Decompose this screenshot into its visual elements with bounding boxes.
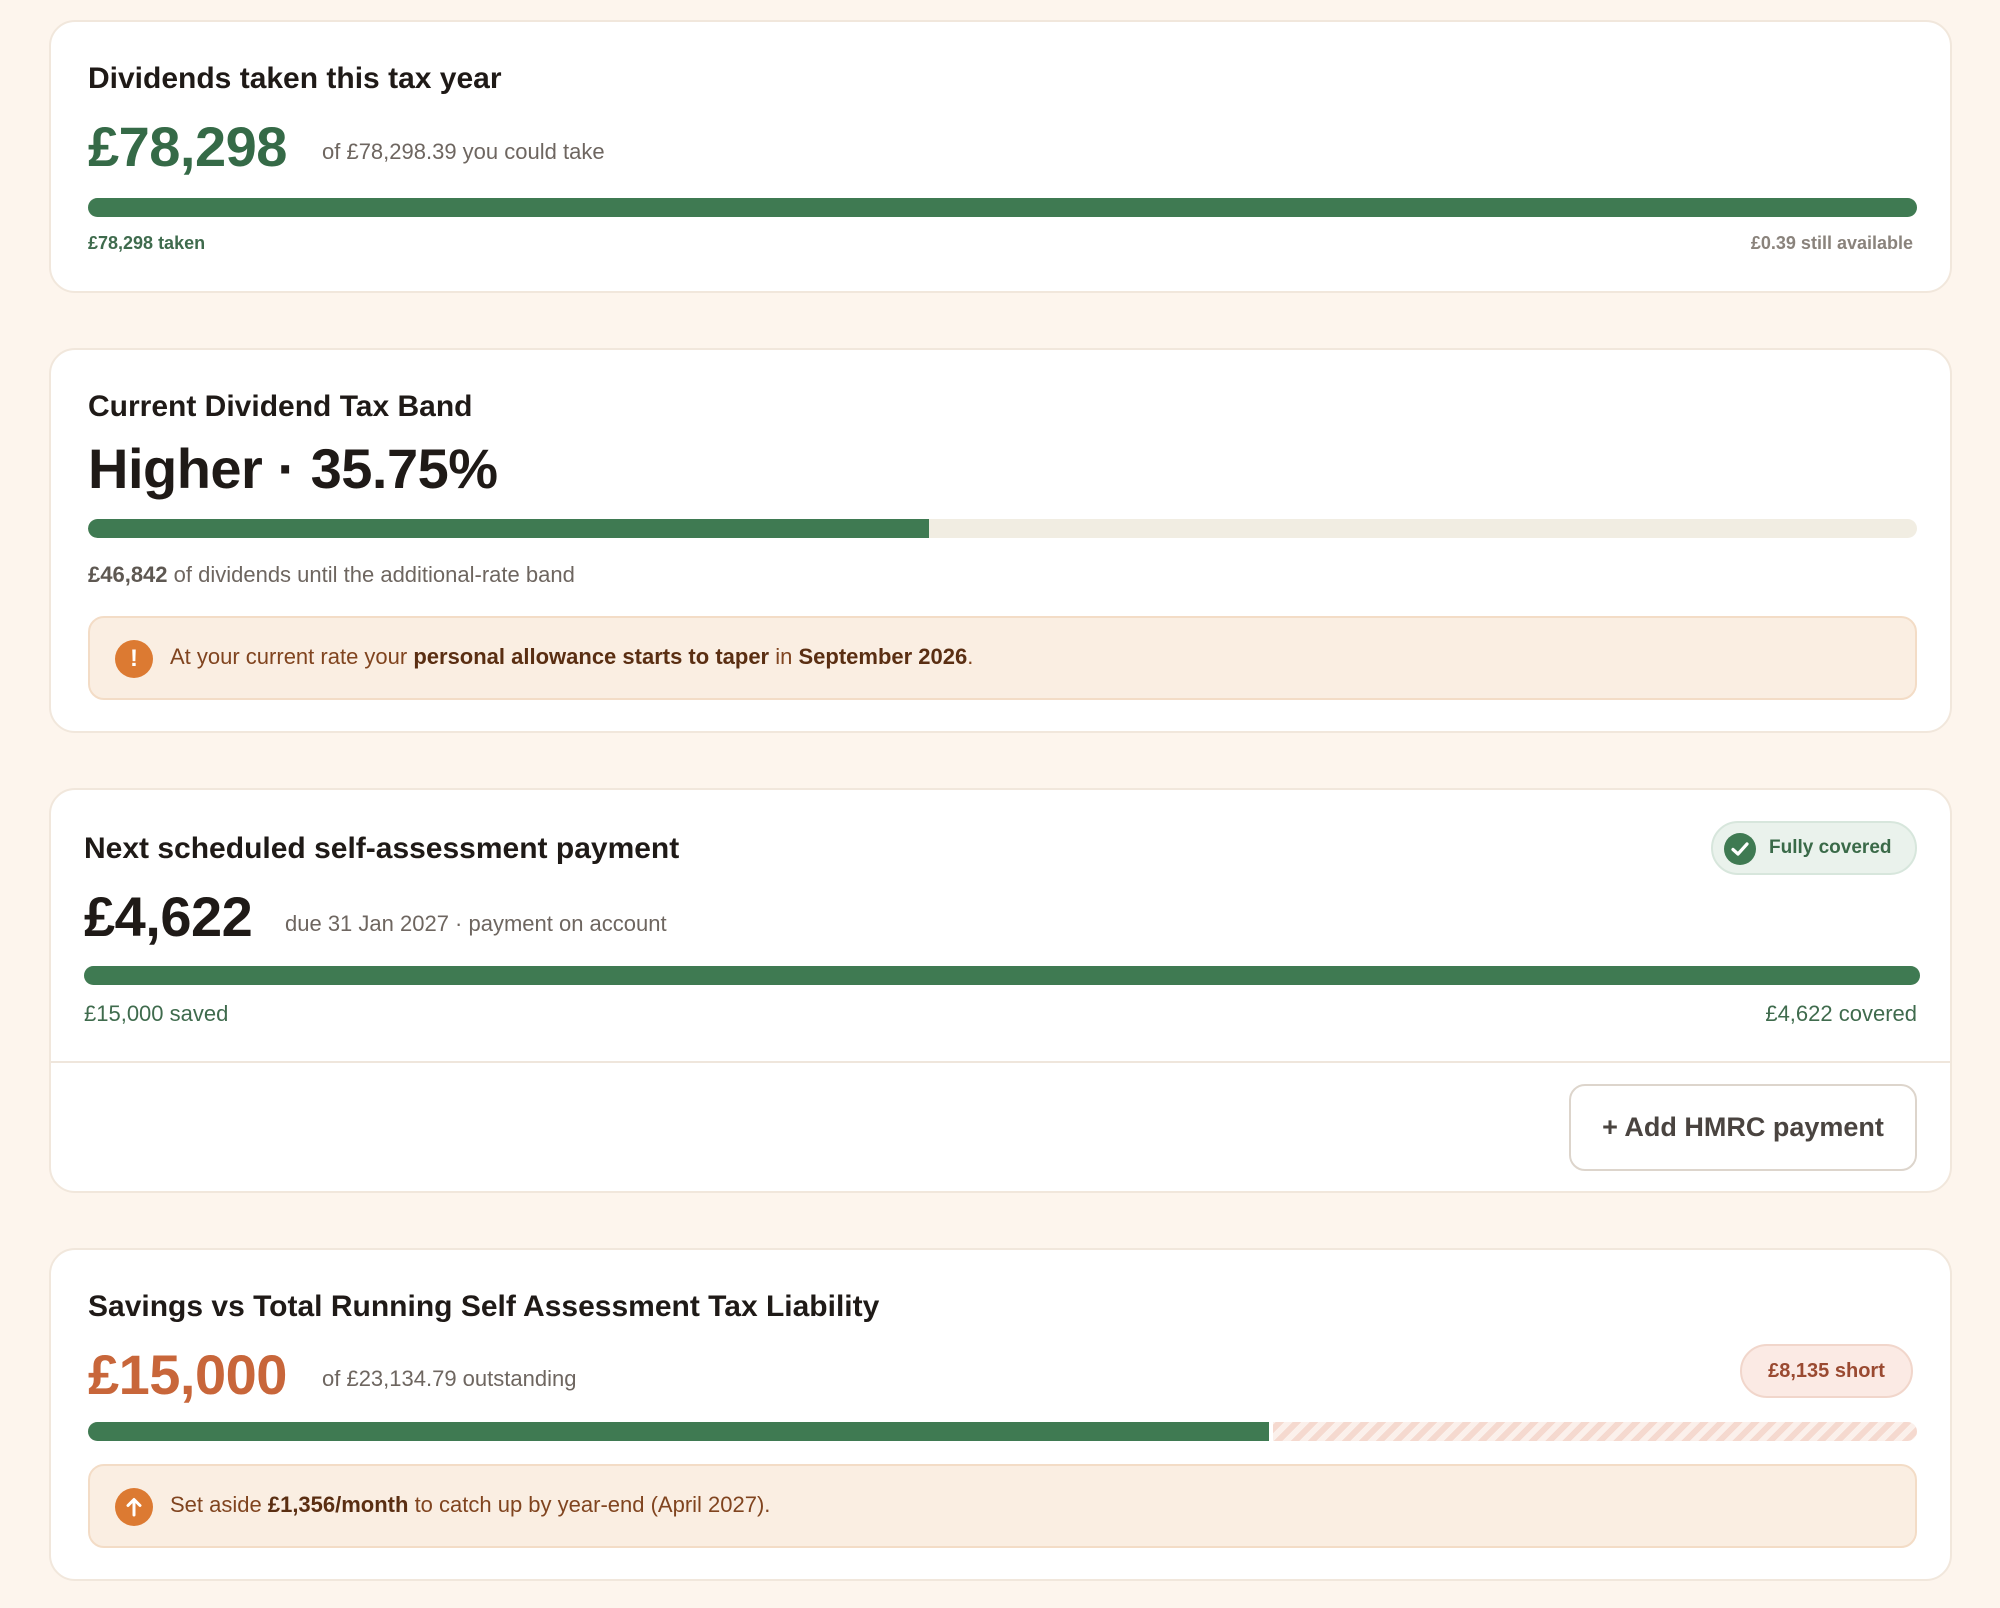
catch-up-callout: Set aside £1,356/month to catch up by ye… xyxy=(88,1464,1917,1548)
taper-callout: ! At your current rate your personal all… xyxy=(88,616,1917,700)
payment-title: Next scheduled self-assessment payment xyxy=(84,832,680,865)
payment-due-text: due 31 Jan 2027 · payment on account xyxy=(285,911,667,936)
tax-band-heading: Higher · 35.75% xyxy=(88,436,498,501)
savings-card: Savings vs Total Running Self Assessment… xyxy=(49,1248,1952,1581)
tax-band-progress-bar xyxy=(88,519,1917,538)
dividends-progress-bar xyxy=(88,198,1917,217)
payment-saved-label: £15,000 saved xyxy=(84,1001,229,1026)
taper-callout-text: At your current rate your personal allow… xyxy=(170,644,974,669)
add-hmrc-payment-button[interactable]: + Add HMRC payment xyxy=(1569,1084,1917,1171)
dividends-taken-label: £78,298 taken xyxy=(88,233,206,253)
payment-card: Next scheduled self-assessment payment F… xyxy=(49,788,1952,1193)
dividends-of-text: of £78,298.39 you could take xyxy=(322,139,605,164)
tax-band-remaining: £46,842 of dividends until the additiona… xyxy=(88,562,575,588)
savings-title: Savings vs Total Running Self Assessment… xyxy=(88,1290,880,1323)
tax-band-remaining-text: of dividends until the additional-rate b… xyxy=(167,562,575,587)
payment-progress-fill xyxy=(84,966,1920,985)
dividends-available-label: £0.39 still available xyxy=(1750,233,1913,253)
fully-covered-badge: Fully covered xyxy=(1711,821,1917,875)
dividends-card: Dividends taken this tax year £78,298 of… xyxy=(49,20,1952,293)
catch-up-callout-text: Set aside £1,356/month to catch up by ye… xyxy=(170,1492,771,1517)
tax-band-separator: · xyxy=(277,437,296,500)
payment-progress-bar xyxy=(84,966,1920,985)
tax-band-title: Current Dividend Tax Band xyxy=(88,390,473,423)
savings-amount: £15,000 xyxy=(88,1343,287,1406)
tax-band-rate: 35.75% xyxy=(310,437,498,500)
arrow-up-icon xyxy=(115,1488,153,1526)
exclamation-icon: ! xyxy=(115,640,153,678)
dividends-amount: £78,298 xyxy=(88,115,287,178)
fully-covered-label: Fully covered xyxy=(1769,837,1892,858)
dividends-progress-fill xyxy=(88,198,1917,217)
tax-band-remaining-amount: £46,842 xyxy=(88,562,168,587)
savings-progress-fill xyxy=(88,1422,1274,1441)
tax-band-progress-fill xyxy=(88,519,930,538)
dividends-title: Dividends taken this tax year xyxy=(88,62,502,95)
payment-amount: £4,622 xyxy=(84,885,253,948)
savings-of-text: of £23,134.79 outstanding xyxy=(322,1366,577,1391)
tax-band-card: Current Dividend Tax Band Higher · 35.75… xyxy=(49,348,1952,733)
savings-progress-bar xyxy=(88,1422,1917,1441)
payment-covered-label: £4,622 covered xyxy=(1765,1001,1917,1026)
payment-divider xyxy=(51,1061,1950,1063)
shortfall-badge: £8,135 short xyxy=(1740,1344,1913,1398)
check-icon xyxy=(1724,833,1756,865)
tax-band-name: Higher xyxy=(88,437,263,500)
